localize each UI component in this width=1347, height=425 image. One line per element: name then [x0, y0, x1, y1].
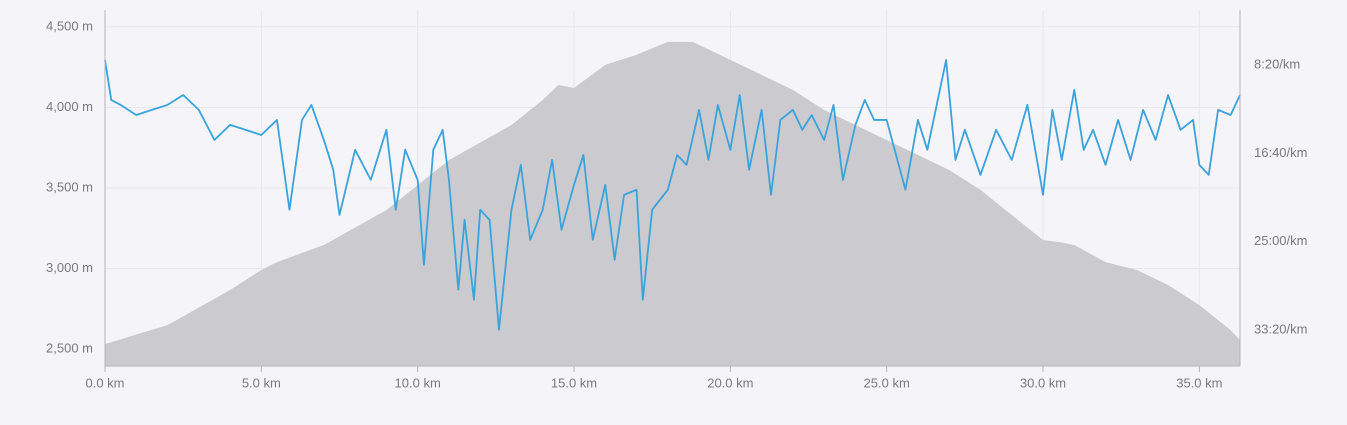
x-tick-label: 20.0 km	[707, 375, 753, 390]
y-tick-label: 3,000 m	[46, 260, 93, 275]
y-tick-label: 3,500 m	[46, 179, 93, 194]
y2-tick-label: 33:20/km	[1254, 322, 1307, 337]
pace-line	[104, 59, 1241, 331]
x-tick-label: 35.0 km	[1176, 375, 1222, 390]
y-tick-label: 4,000 m	[46, 99, 93, 114]
x-tick-label: 25.0 km	[864, 375, 910, 390]
x-tick-label: 5.0 km	[242, 375, 281, 390]
x-tick-label: 30.0 km	[1020, 375, 1066, 390]
y-tick-label: 4,500 m	[46, 18, 93, 33]
elevation-area	[105, 41, 1240, 367]
x-tick-label: 10.0 km	[395, 375, 441, 390]
x-tick-label: 0.0 km	[85, 375, 124, 390]
y2-tick-label: 16:40/km	[1254, 145, 1307, 160]
y2-tick-label: 25:00/km	[1254, 233, 1307, 248]
y2-tick-label: 8:20/km	[1254, 56, 1300, 71]
y-tick-label: 2,500 m	[46, 341, 93, 356]
x-tick-label: 15.0 km	[551, 375, 597, 390]
